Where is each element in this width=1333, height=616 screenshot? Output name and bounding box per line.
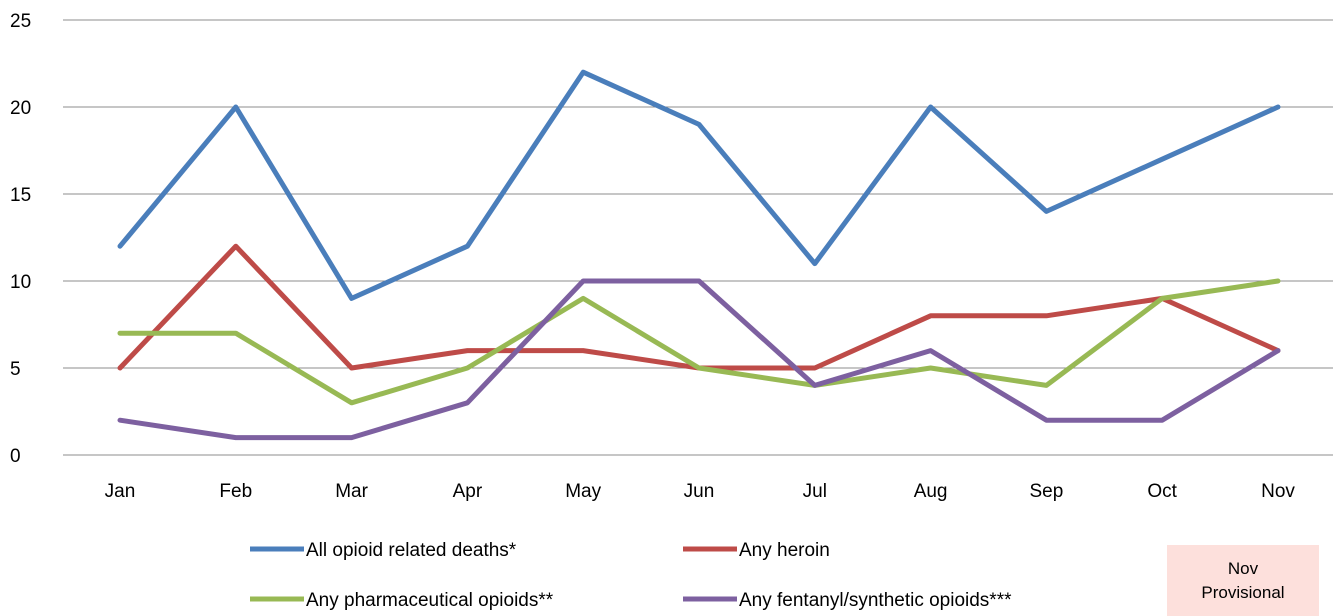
- y-tick-label: 0: [10, 446, 21, 467]
- provisional-note: Nov Provisional: [1167, 545, 1319, 616]
- legend-label-2: Any heroin: [739, 540, 830, 561]
- x-tick-label: Jun: [684, 481, 715, 502]
- x-tick-label: Feb: [219, 481, 252, 502]
- x-tick-label: Sep: [1029, 481, 1063, 502]
- x-tick-label: Apr: [453, 481, 483, 502]
- series-lines: [117, 69, 1281, 441]
- gridlines: [63, 19, 1333, 456]
- series-line-2: [117, 243, 1281, 371]
- y-tick-label: 5: [10, 359, 21, 380]
- legend-label-1: All opioid related deaths*: [306, 540, 517, 561]
- x-tick-label: Oct: [1147, 481, 1177, 502]
- series-line-4: [117, 278, 1281, 441]
- legend-label-4: Any fentanyl/synthetic opioids***: [739, 590, 1012, 611]
- legend-label-3: Any pharmaceutical opioids**: [306, 590, 554, 611]
- x-tick-label: Aug: [914, 481, 948, 502]
- y-tick-label: 10: [10, 272, 31, 293]
- note-line-2: Provisional: [1201, 582, 1285, 602]
- x-axis-ticks: Jan Feb Mar Apr May Jun Jul Aug Sep Oct Nov: [105, 481, 1296, 502]
- y-axis-ticks: 0 5 10 15 20 25: [10, 11, 31, 467]
- series-line-1: [117, 69, 1281, 301]
- note-line-1: Nov: [1227, 558, 1259, 578]
- legend: All opioid related deaths* Any heroin Any …: [250, 540, 1012, 611]
- y-tick-label: 15: [10, 185, 31, 206]
- x-tick-label: Nov: [1261, 481, 1295, 502]
- x-tick-label: May: [565, 481, 601, 502]
- x-tick-label: Jan: [105, 481, 136, 502]
- y-tick-label: 20: [10, 98, 31, 119]
- x-tick-label: Mar: [335, 481, 368, 502]
- x-tick-label: Jul: [803, 481, 827, 502]
- y-tick-label: 25: [10, 11, 31, 32]
- series-line-3: [117, 278, 1281, 406]
